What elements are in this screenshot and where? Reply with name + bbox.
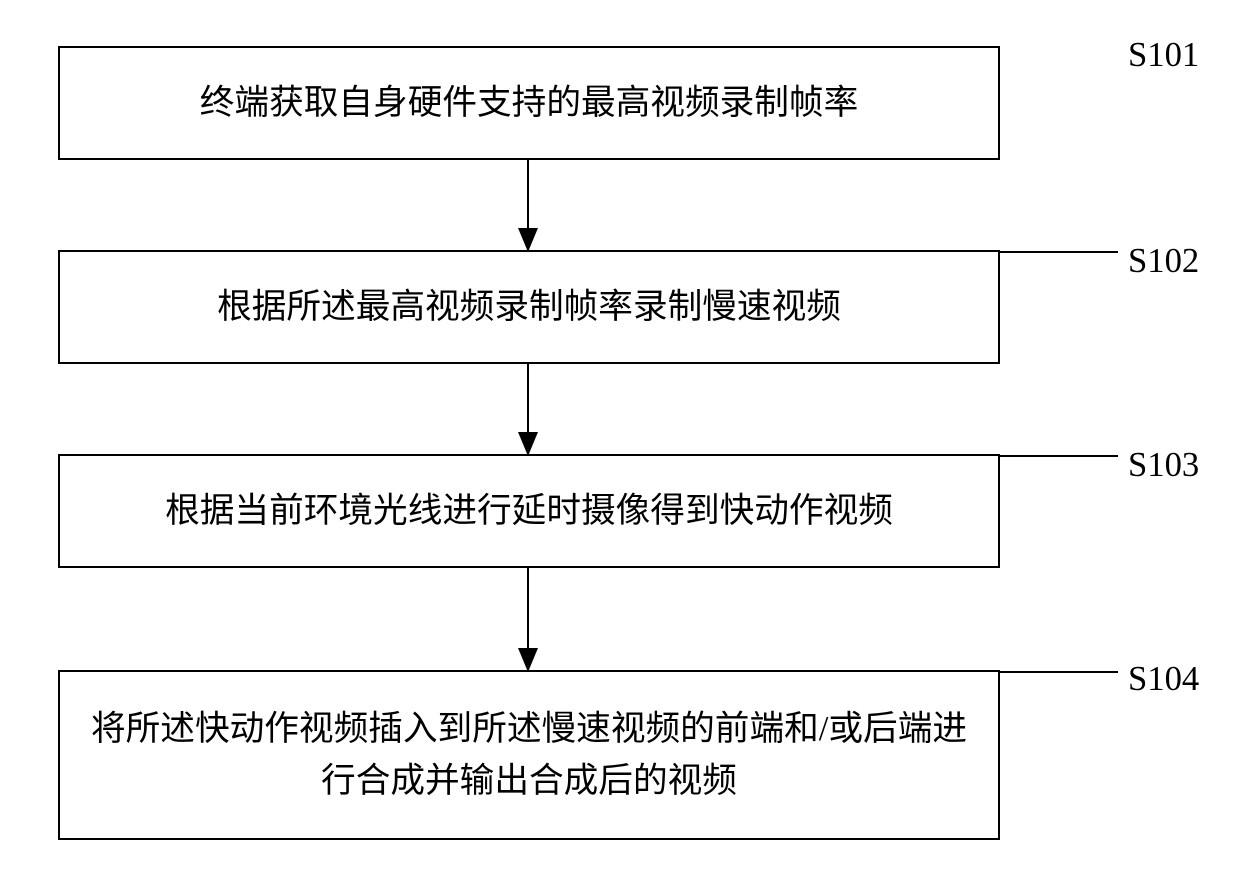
- step-box-s102: 根据所述最高视频录制帧率录制慢速视频: [58, 250, 1000, 364]
- step-text: 根据当前环境光线进行延时摄像得到快动作视频: [165, 485, 893, 537]
- step-box-s104: 将所述快动作视频插入到所述慢速视频的前端和/或后端进行合成并输出合成后的视频: [58, 670, 1000, 840]
- step-label-s101: S101: [1128, 36, 1199, 75]
- step-label-s104: S104: [1128, 660, 1199, 699]
- step-label-s103: S103: [1128, 446, 1199, 485]
- step-text: 终端获取自身硬件支持的最高视频录制帧率: [200, 77, 858, 129]
- step-label-s102: S102: [1128, 242, 1199, 281]
- step-box-s103: 根据当前环境光线进行延时摄像得到快动作视频: [58, 454, 1000, 568]
- step-box-s101: 终端获取自身硬件支持的最高视频录制帧率: [58, 46, 1000, 160]
- step-text: 根据所述最高视频录制帧率录制慢速视频: [217, 281, 841, 333]
- step-text: 将所述快动作视频插入到所述慢速视频的前端和/或后端进行合成并输出合成后的视频: [76, 703, 982, 807]
